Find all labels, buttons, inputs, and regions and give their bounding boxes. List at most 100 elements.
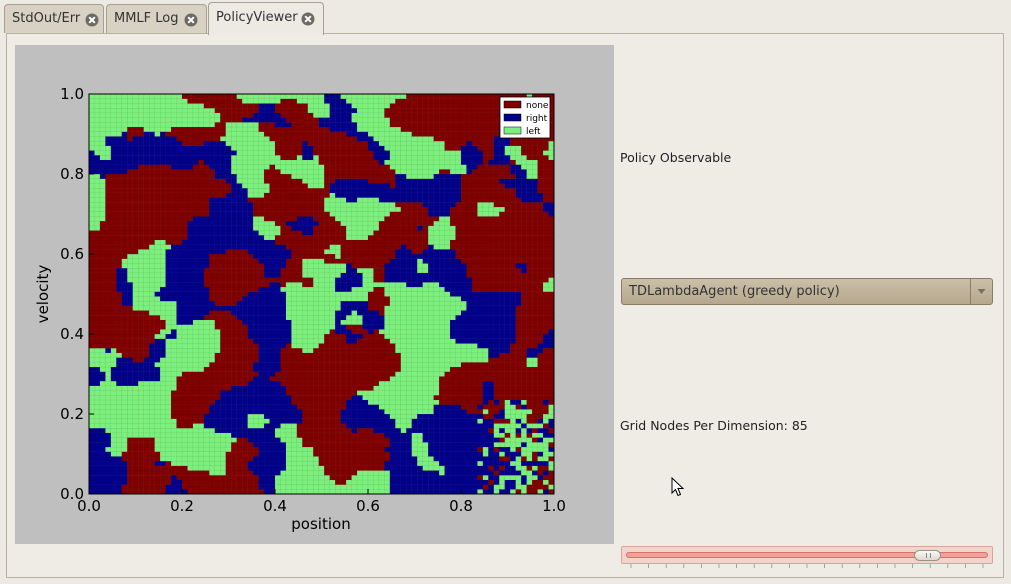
heatmap-cell: [313, 173, 320, 179]
heatmap-cell: [318, 216, 325, 222]
heatmap-cell: [94, 338, 101, 344]
heatmap-cell: [291, 329, 298, 335]
heatmap-cell: [318, 310, 325, 316]
heatmap-cell: [105, 484, 112, 490]
heatmap-cell: [395, 310, 402, 316]
heatmap-cell: [242, 192, 248, 198]
heatmap-cell: [351, 446, 358, 452]
heatmap-cell: [159, 343, 166, 349]
heatmap-cell: [143, 291, 150, 297]
heatmap-cell: [362, 239, 369, 245]
heatmap-cell: [165, 263, 172, 269]
heatmap-cell: [302, 399, 309, 405]
heatmap-cell: [181, 178, 188, 184]
heatmap-cell: [192, 395, 199, 401]
heatmap-cell: [88, 93, 95, 99]
heatmap-cell: [127, 470, 134, 476]
heatmap-cell: [132, 484, 139, 490]
heatmap-cell: [88, 352, 95, 358]
heatmap-cell: [198, 456, 205, 462]
heatmap-cell: [373, 427, 380, 434]
heatmap-cell: [214, 460, 221, 467]
heatmap-cell: [105, 319, 112, 325]
heatmap-cell: [170, 460, 177, 467]
heatmap-cell: [285, 220, 292, 227]
close-icon[interactable]: [184, 13, 198, 27]
heatmap-cell: [121, 437, 128, 443]
heatmap-cell: [220, 216, 227, 222]
heatmap-cell: [274, 211, 281, 217]
heatmap-cell: [99, 324, 106, 330]
heatmap-cell: [247, 277, 254, 283]
heatmap-cell: [132, 315, 139, 321]
heatmap-cell: [258, 178, 265, 184]
heatmap-cell: [263, 319, 270, 325]
heatmap-cell: [176, 357, 183, 363]
heatmap-cell: [307, 376, 314, 382]
heatmap-cell: [203, 357, 210, 363]
heatmap-cell: [406, 343, 413, 349]
heatmap-cell: [285, 395, 292, 401]
heatmap-cell: [99, 192, 106, 198]
heatmap-cell: [220, 437, 227, 443]
heatmap-cell: [209, 178, 216, 184]
tab-mmlf-log[interactable]: MMLF Log: [106, 4, 207, 33]
heatmap-cell: [340, 395, 347, 401]
heatmap-cell: [225, 395, 232, 401]
heatmap-cell: [285, 103, 292, 109]
heatmap-cell: [367, 446, 374, 452]
heatmap-cell: [88, 244, 95, 250]
heatmap-cell: [307, 272, 314, 278]
close-icon[interactable]: [85, 13, 99, 27]
heatmap-cell: [258, 305, 265, 311]
heatmap-cell: [356, 409, 363, 415]
heatmap-cell: [105, 282, 112, 288]
heatmap-cell: [159, 173, 166, 179]
heatmap-cell: [406, 305, 413, 311]
heatmap-cell: [214, 277, 221, 283]
heatmap-cell: [285, 315, 292, 321]
heatmap-cell: [138, 465, 144, 471]
heatmap-cell: [176, 202, 183, 208]
heatmap-cell: [274, 140, 281, 147]
heatmap-cell: [231, 315, 237, 321]
heatmap-cell: [143, 286, 150, 292]
heatmap-cell: [291, 489, 298, 495]
heatmap-cell: [384, 258, 391, 264]
heatmap-cell: [356, 446, 363, 452]
heatmap-cell: [214, 164, 221, 170]
heatmap-cell: [236, 286, 243, 292]
heatmap-cell: [121, 197, 128, 203]
heatmap-cell: [88, 112, 95, 118]
heatmap-cell: [384, 427, 391, 434]
heatmap-cell: [138, 319, 144, 325]
heatmap-cell: [127, 319, 134, 325]
heatmap-cell: [335, 225, 341, 231]
heatmap-cell: [159, 310, 166, 316]
heatmap-cell: [214, 390, 221, 396]
heatmap-cell: [138, 277, 144, 283]
heatmap-cell: [236, 93, 243, 99]
close-icon[interactable]: [301, 12, 315, 26]
heatmap-cell: [373, 183, 380, 189]
heatmap-cell: [159, 460, 166, 467]
heatmap-cell: [236, 385, 243, 391]
heatmap-cell: [345, 235, 352, 241]
heatmap-cell: [94, 197, 101, 203]
heatmap-cell: [94, 296, 101, 302]
heatmap-cell: [269, 187, 276, 194]
heatmap-cell: [269, 333, 276, 339]
heatmap-cell: [291, 418, 298, 424]
heatmap-cell: [400, 202, 407, 208]
heatmap-cell: [285, 117, 292, 123]
heatmap-cell: [378, 183, 385, 189]
heatmap-cell: [154, 347, 161, 354]
tab-stdout-err[interactable]: StdOut/Err: [4, 4, 104, 33]
heatmap-cell: [263, 460, 270, 467]
heatmap-cell: [143, 451, 150, 457]
heatmap-cell: [231, 380, 237, 387]
heatmap-cell: [247, 93, 254, 99]
heatmap-cell: [313, 263, 320, 269]
heatmap-cell: [307, 460, 314, 467]
tab-policy-viewer[interactable]: PolicyViewer: [208, 2, 324, 35]
